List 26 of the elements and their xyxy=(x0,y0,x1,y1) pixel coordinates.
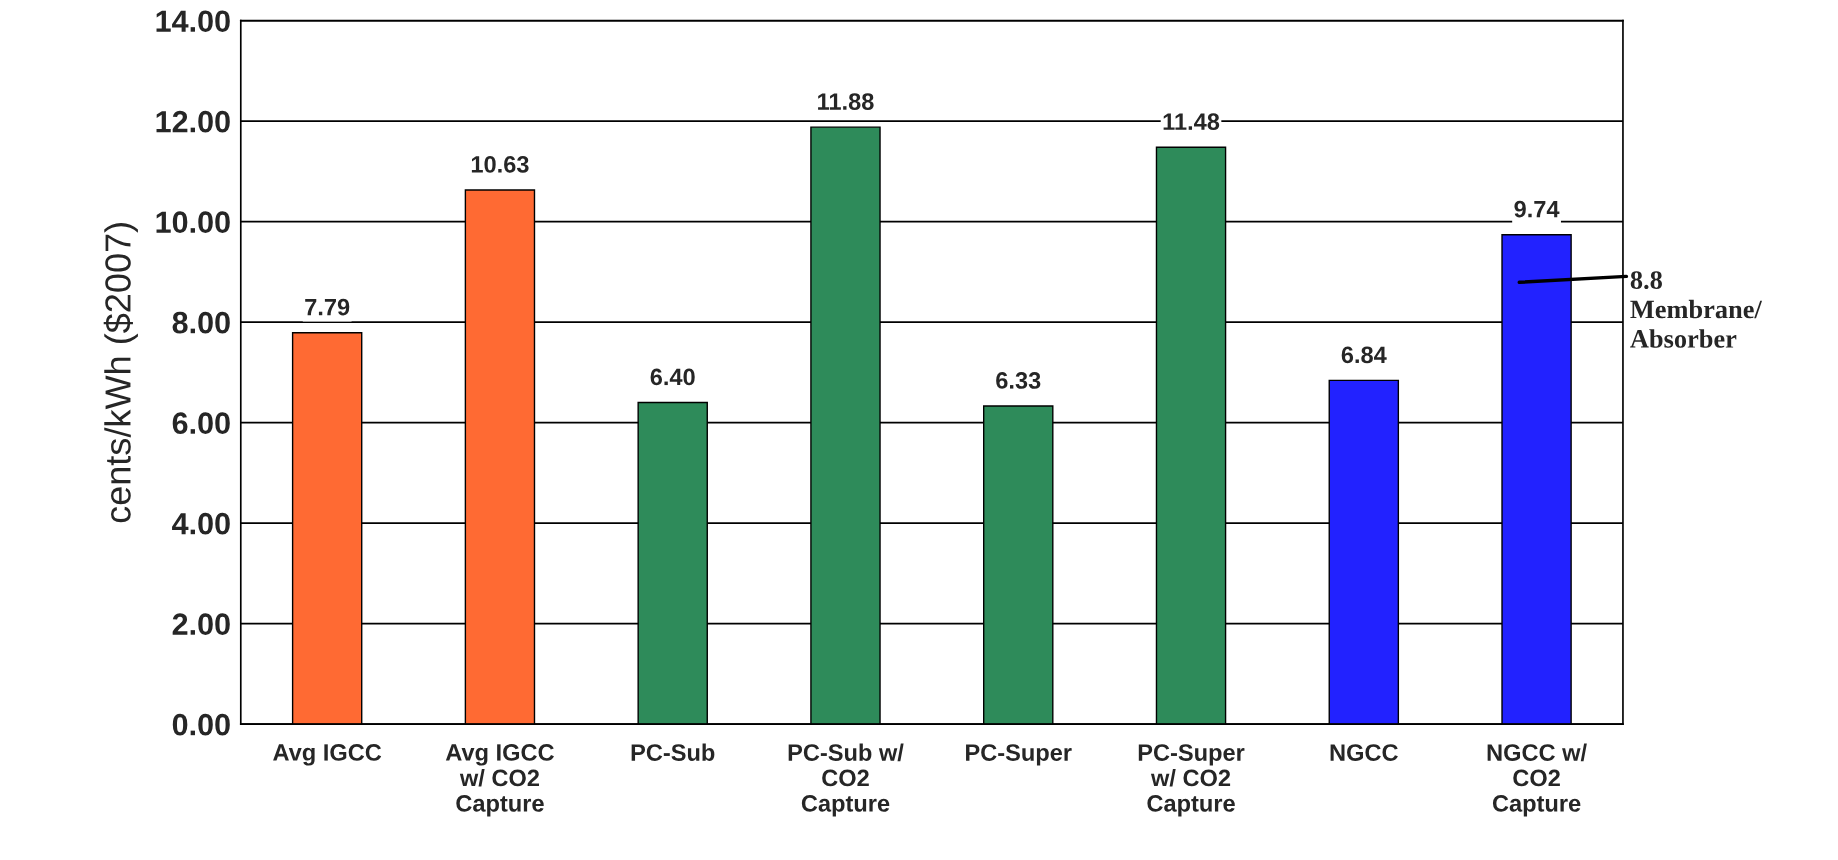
x-tick-label: PC-Sub w/ CO2 Capture xyxy=(788,743,904,817)
data-label: 9.74 xyxy=(1514,200,1560,218)
text: 8.8 Membrane/ Absorber xyxy=(1630,271,1763,348)
x-tick-label: NGCC w/ CO2 Capture xyxy=(1487,743,1587,817)
y-tick-label: 0.00 xyxy=(172,713,230,736)
data-label: 10.63 xyxy=(471,156,529,173)
x-tick-label: NGCC xyxy=(1330,744,1398,761)
data-label: 6.40 xyxy=(650,368,695,386)
x-tick-label: PC-Super w/ CO2 Capture xyxy=(1138,744,1245,817)
y-tick-label: 2.00 xyxy=(172,613,230,635)
y-axis-title: cents/kWh ($2007) xyxy=(103,223,138,523)
y-tick-label: 12.00 xyxy=(156,110,230,133)
y-tick-label: 6.00 xyxy=(172,412,230,434)
y-tick-label: 14.00 xyxy=(156,10,230,33)
y-tick-label: 10.00 xyxy=(156,211,230,234)
x-tick-label: PC-Super xyxy=(966,744,1072,766)
data-label: 11.88 xyxy=(818,93,874,110)
x-tick-label: PC-Sub xyxy=(631,743,715,761)
y-tick-label: 8.00 xyxy=(172,311,230,334)
data-label: 6.84 xyxy=(1341,346,1387,364)
y-tick-label: 4.00 xyxy=(172,512,230,535)
data-label: 11.48 xyxy=(1163,113,1220,131)
x-tick-label: Avg IGCC w/ CO2 Capture xyxy=(445,744,554,817)
data-label: 6.33 xyxy=(996,372,1041,389)
data-label: 7.79 xyxy=(305,298,350,316)
x-tick-label: Avg IGCC xyxy=(273,744,382,766)
